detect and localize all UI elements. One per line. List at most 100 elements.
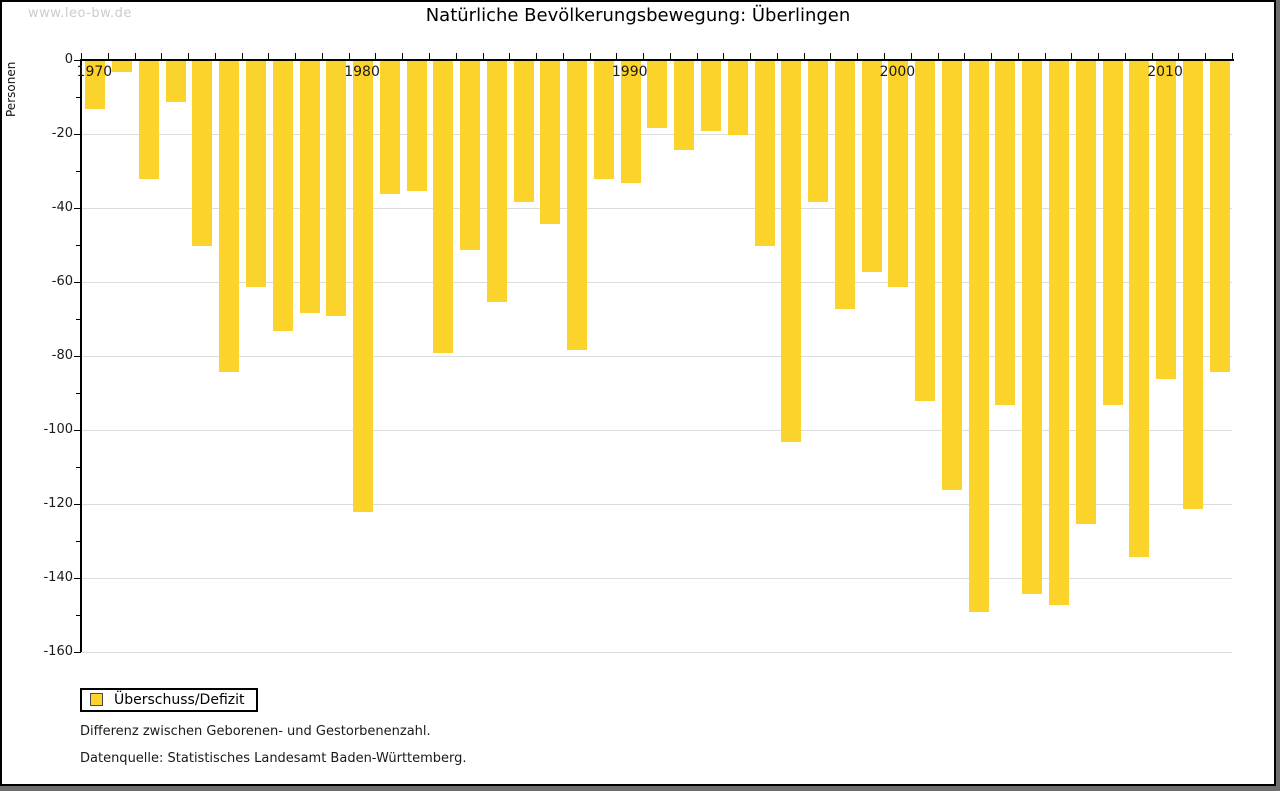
bar-1989 <box>593 61 614 179</box>
bar-2004 <box>995 61 1016 405</box>
bar-1982 <box>406 61 427 191</box>
y-axis-tick-major <box>74 356 81 357</box>
y-tick-label: -20 <box>51 126 73 141</box>
bar-1984 <box>460 61 481 250</box>
bar-1976 <box>245 61 266 287</box>
y-axis-tick-major <box>74 208 81 209</box>
x-axis-line <box>81 59 1234 61</box>
y-axis-tick-minor <box>76 319 81 320</box>
bar-2001 <box>915 61 936 401</box>
x-axis-tick <box>991 53 993 59</box>
legend-swatch <box>90 693 103 706</box>
bar-1979 <box>326 61 347 316</box>
bar-2011 <box>1182 61 1203 509</box>
x-axis-tick <box>1071 53 1073 59</box>
bar-2000 <box>888 61 909 287</box>
y-axis-line <box>80 59 82 652</box>
x-axis-tick <box>1178 53 1180 59</box>
bar-1985 <box>486 61 507 302</box>
x-axis-tick <box>428 53 430 59</box>
y-axis-tick-minor <box>76 615 81 616</box>
x-axis-tick <box>857 53 859 59</box>
x-axis-tick <box>562 53 564 59</box>
x-axis-tick <box>348 53 350 59</box>
bar-1980 <box>353 61 374 512</box>
y-axis-tick-minor <box>76 97 81 98</box>
bar-1972 <box>138 61 159 179</box>
y-tick-label: -140 <box>43 570 73 585</box>
y-axis-tick-minor <box>76 245 81 246</box>
bar-2002 <box>941 61 962 490</box>
y-axis-tick-major <box>74 578 81 579</box>
bar-2009 <box>1129 61 1150 557</box>
x-axis-tick <box>1231 53 1233 59</box>
x-axis-tick <box>1205 53 1207 59</box>
x-tick-label-1980: 1980 <box>344 64 380 80</box>
bar-1970 <box>85 61 106 109</box>
watermark: www.leo-bw.de <box>28 6 132 21</box>
x-axis-tick <box>134 53 136 59</box>
x-axis-tick <box>321 53 323 59</box>
bar-1983 <box>433 61 454 353</box>
x-axis-tick <box>1124 53 1126 59</box>
x-axis-tick <box>803 53 805 59</box>
bar-1988 <box>567 61 588 350</box>
x-tick-label-2010: 2010 <box>1147 64 1183 80</box>
bar-1998 <box>834 61 855 309</box>
x-axis-tick <box>268 53 270 59</box>
x-axis-tick <box>723 53 725 59</box>
bar-2008 <box>1102 61 1123 405</box>
bar-2005 <box>1022 61 1043 594</box>
x-axis-tick <box>81 53 82 59</box>
x-axis-tick <box>536 53 538 59</box>
y-tick-label: -100 <box>43 422 73 437</box>
bar-2006 <box>1048 61 1069 605</box>
bar-1975 <box>219 61 240 372</box>
footnote-definition: Differenz zwischen Geborenen- und Gestor… <box>80 724 431 739</box>
x-axis-tick <box>188 53 190 59</box>
x-axis-tick <box>910 53 912 59</box>
x-axis-tick <box>1017 53 1019 59</box>
x-axis-tick <box>884 53 885 59</box>
x-axis-tick <box>241 53 243 59</box>
x-axis-tick <box>776 53 778 59</box>
y-axis-tick-minor <box>76 171 81 172</box>
bar-1994 <box>727 61 748 135</box>
y-tick-label: -120 <box>43 496 73 511</box>
y-tick-label: -40 <box>51 200 73 215</box>
x-axis-tick <box>161 53 163 59</box>
bar-1996 <box>781 61 802 442</box>
x-axis-tick <box>375 53 377 59</box>
bar-1990 <box>620 61 641 183</box>
bar-2003 <box>968 61 989 612</box>
y-tick-label: -60 <box>51 274 73 289</box>
x-axis-tick <box>643 53 645 59</box>
bar-1974 <box>192 61 213 246</box>
bar-2010 <box>1156 61 1177 379</box>
gridline--160 <box>81 652 1232 653</box>
chart-title: Natürliche Bevölkerungsbewegung: Überlin… <box>425 5 851 26</box>
legend-label: Überschuss/Defizit <box>114 691 245 708</box>
x-axis-tick <box>295 53 297 59</box>
x-axis-tick <box>1098 53 1100 59</box>
x-tick-label-2000: 2000 <box>879 64 916 80</box>
gridline--40 <box>81 208 1232 209</box>
bar-1987 <box>540 61 561 224</box>
x-axis-tick <box>750 53 752 59</box>
bar-1999 <box>861 61 882 272</box>
y-axis-tick-major <box>74 504 81 505</box>
gridline--20 <box>81 134 1232 135</box>
y-tick-label: 0 <box>64 52 73 67</box>
bar-1986 <box>513 61 534 202</box>
x-axis-tick <box>937 53 939 59</box>
gridline--120 <box>81 504 1232 505</box>
x-axis-tick <box>589 53 591 59</box>
gridline--60 <box>81 282 1232 283</box>
bar-1971 <box>112 61 133 72</box>
bar-1973 <box>165 61 186 102</box>
x-axis-tick <box>509 53 511 59</box>
gridline--100 <box>81 430 1232 431</box>
gridline--80 <box>81 356 1232 357</box>
y-axis-tick-major <box>74 282 81 283</box>
